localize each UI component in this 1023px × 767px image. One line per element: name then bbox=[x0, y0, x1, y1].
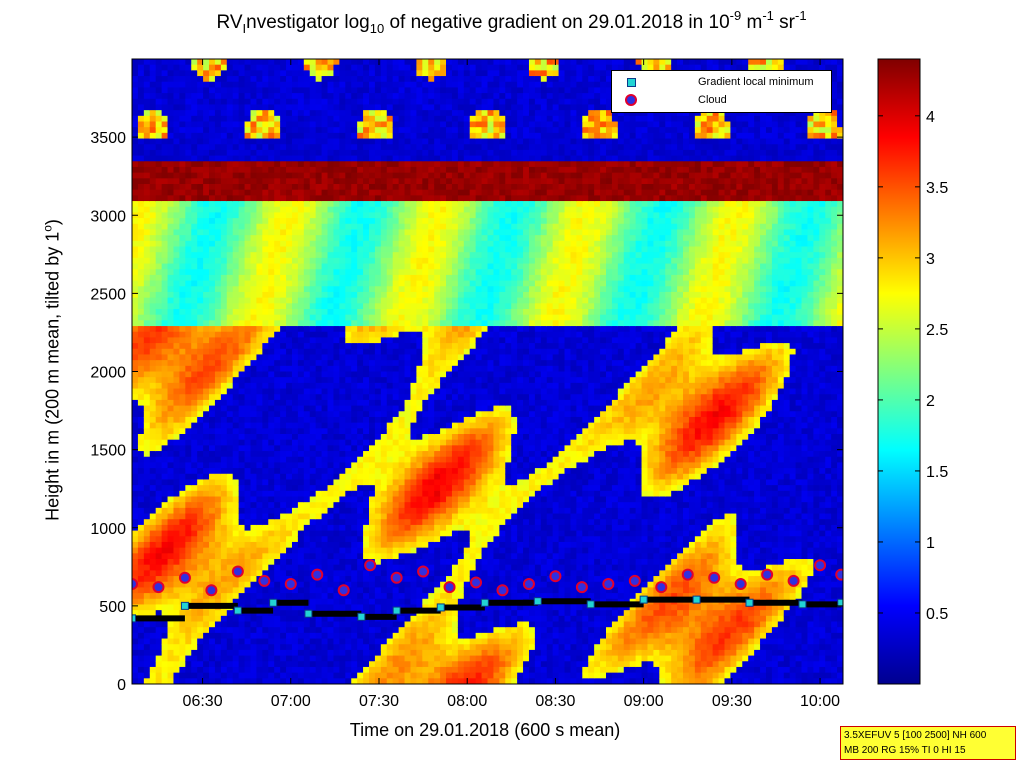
y-tick-label: 2000 bbox=[90, 365, 126, 382]
colorbar-tick-label: 4 bbox=[926, 109, 935, 126]
cloud-marker bbox=[152, 581, 165, 594]
cloud-marker bbox=[337, 584, 350, 597]
cloud-marker bbox=[681, 568, 694, 581]
gradient-minimum-marker bbox=[586, 600, 595, 609]
cloud-marker bbox=[761, 568, 774, 581]
colorbar-axis: 0.5 1 1.5 2 2.5 3 3.5 4 bbox=[878, 109, 948, 623]
legend: Gradient local minimum Cloud bbox=[611, 70, 832, 113]
gradient-minimum-marker bbox=[745, 598, 754, 607]
x-axis: 06:30 07:00 07:30 08:00 08:30 09:00 09:30 10:00 bbox=[183, 59, 840, 710]
cloud-marker bbox=[708, 571, 721, 584]
gradient-minimum-marker bbox=[233, 606, 242, 615]
cloud-marker bbox=[364, 559, 377, 572]
cloud-marker bbox=[205, 584, 218, 597]
x-tick-label: 07:00 bbox=[271, 693, 311, 710]
y-tick-label: 3000 bbox=[90, 208, 126, 225]
cloud-marker bbox=[787, 574, 800, 587]
gradient-minimum-marker bbox=[639, 595, 648, 604]
cloud-marker bbox=[231, 565, 244, 578]
colorbar-tick-label: 2 bbox=[926, 393, 935, 410]
gradient-minimum-marker bbox=[533, 597, 542, 606]
cloud-marker bbox=[549, 570, 562, 583]
x-tick-label: 08:30 bbox=[535, 693, 575, 710]
cloud-marker bbox=[602, 578, 615, 590]
cloud-marker bbox=[835, 568, 843, 581]
y-tick-label: 3500 bbox=[90, 130, 126, 147]
x-tick-label: 10:00 bbox=[800, 693, 840, 710]
cloud-marker bbox=[178, 571, 191, 584]
cloud-marker bbox=[470, 576, 483, 589]
cloud-marker bbox=[132, 578, 138, 590]
y-tick-label: 1000 bbox=[90, 521, 126, 538]
y-tick-label: 0 bbox=[117, 677, 126, 694]
cloud-marker bbox=[417, 565, 430, 578]
x-axis-label: Time on 29.01.2018 (600 s mean) bbox=[349, 720, 621, 740]
gradient-minimum-marker bbox=[798, 600, 807, 609]
x-tick-label: 08:00 bbox=[447, 693, 487, 710]
cloud-marker bbox=[734, 578, 747, 590]
colorbar-tick-label: 2.5 bbox=[926, 322, 948, 339]
cloud-marker bbox=[814, 559, 827, 572]
colorbar-tick-label: 3 bbox=[926, 251, 935, 268]
cloud-marker-icon bbox=[618, 94, 644, 106]
colorbar-tick-label: 1 bbox=[926, 535, 935, 552]
legend-item-gradient-minimum: Gradient local minimum bbox=[618, 74, 814, 90]
gradient-minimum-marker bbox=[436, 603, 445, 612]
cloud-marker bbox=[522, 578, 535, 590]
y-axis-label: Height in m (200 m mean, tilted by 1o) bbox=[40, 219, 63, 521]
settings-info-box: 3.5XEFUV 5 [100 2500] NH 600 MB 200 RG 1… bbox=[840, 726, 1016, 760]
colorbar-tick-label: 3.5 bbox=[926, 180, 948, 197]
gradient-minimum-marker bbox=[392, 606, 401, 615]
colorbar-frame bbox=[877, 58, 921, 685]
gradient-minimum-marker bbox=[837, 598, 843, 607]
gradient-minimum-marker bbox=[480, 598, 489, 607]
gradient-minimum-marker bbox=[304, 609, 313, 618]
cloud-marker bbox=[258, 574, 271, 587]
cloud-marker bbox=[655, 581, 668, 594]
gradient-minimum-marker bbox=[269, 598, 278, 607]
y-tick-label: 2500 bbox=[90, 286, 126, 303]
cloud-marker bbox=[311, 568, 324, 581]
colorbar bbox=[878, 59, 920, 684]
cloud-marker bbox=[496, 584, 509, 597]
cloud-marker bbox=[390, 571, 403, 584]
heatmap-image bbox=[132, 59, 843, 684]
y-tick-label: 1500 bbox=[90, 443, 126, 460]
x-tick-label: 09:30 bbox=[712, 693, 752, 710]
chart-title: RVInvestigator log10 of negative gradien… bbox=[216, 8, 807, 36]
gradient-minimum-marker bbox=[180, 601, 189, 610]
cloud-marker bbox=[628, 574, 641, 587]
x-tick-label: 06:30 bbox=[183, 693, 223, 710]
y-tick-label: 500 bbox=[99, 599, 126, 616]
cyan-square-icon bbox=[618, 76, 644, 88]
x-tick-label: 07:30 bbox=[359, 693, 399, 710]
colorbar-tick-label: 1.5 bbox=[926, 464, 948, 481]
colorbar-tick-label: 0.5 bbox=[926, 606, 948, 623]
gradient-minimum-marker bbox=[692, 595, 701, 604]
cloud-marker bbox=[284, 578, 297, 590]
x-tick-label: 09:00 bbox=[624, 693, 664, 710]
gradient-minimum-marker bbox=[132, 614, 136, 623]
legend-item-cloud: Cloud bbox=[618, 92, 727, 108]
cloud-marker bbox=[443, 581, 456, 594]
cloud-marker bbox=[575, 581, 588, 594]
marker-layer bbox=[132, 559, 843, 623]
gradient-minimum-marker bbox=[357, 612, 366, 621]
y-axis: 0 500 1000 1500 2000 2500 3000 3500 bbox=[90, 130, 843, 694]
